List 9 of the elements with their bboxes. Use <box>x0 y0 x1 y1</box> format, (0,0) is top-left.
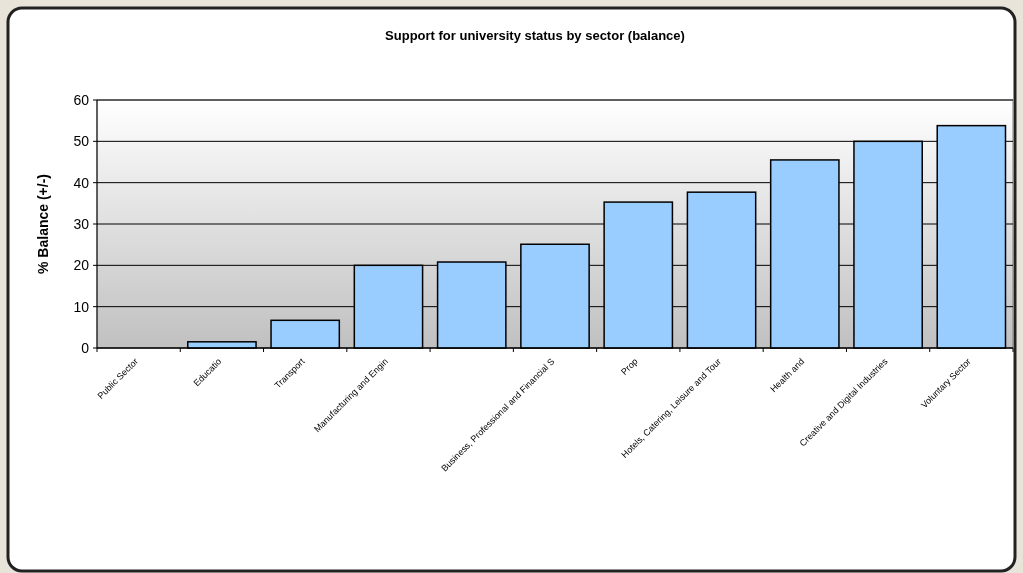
y-tick-label: 20 <box>73 257 90 274</box>
y-tick-label: 10 <box>73 298 90 315</box>
y-axis-title: % Balance (+/-) <box>35 174 51 274</box>
y-tick-label: 60 <box>73 91 90 108</box>
chart-title: Support for university status by sector (balance) <box>385 28 685 43</box>
y-tick-label: 30 <box>73 215 90 232</box>
y-tick-label: 0 <box>81 339 90 356</box>
y-tick-label: 40 <box>73 174 90 191</box>
y-tick-label: 50 <box>73 133 90 150</box>
